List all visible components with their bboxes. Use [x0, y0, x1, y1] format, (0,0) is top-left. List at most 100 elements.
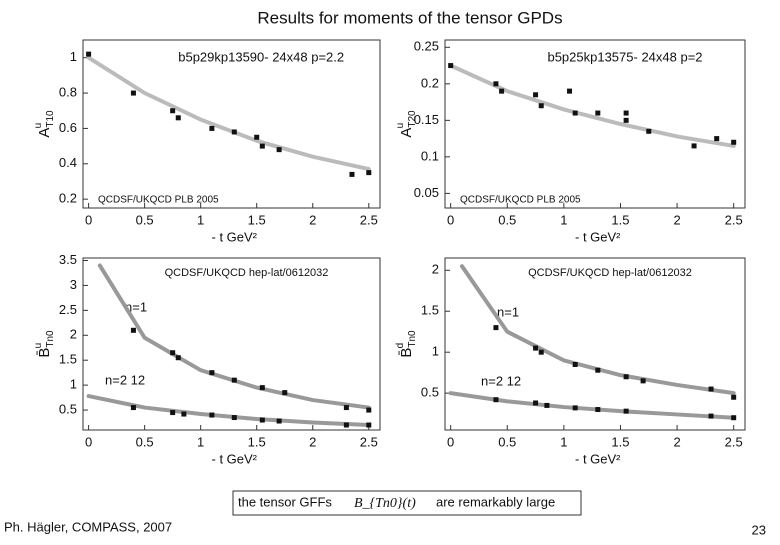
- data-point: [276, 418, 282, 424]
- plot-frame: [444, 39, 746, 209]
- note-math: B_{Tn0}(t): [354, 496, 416, 511]
- data-point: [259, 417, 265, 423]
- data-point: [231, 377, 237, 383]
- x-tick-label: 2.5: [360, 434, 378, 449]
- x-axis-label: - t GeV²: [575, 229, 621, 244]
- slide-title: Results for moments of the tensor GPDs: [257, 8, 562, 27]
- y-tick-label: 3: [70, 277, 77, 292]
- data-point: [714, 136, 720, 142]
- data-point: [175, 355, 181, 361]
- fit-curve: [86, 55, 371, 172]
- source-note: QCDSF/UKQCD PLB 2005: [98, 195, 219, 206]
- data-point: [209, 370, 215, 376]
- note-text: are remarkably large: [436, 494, 555, 509]
- data-point: [209, 125, 215, 131]
- data-point: [572, 405, 578, 411]
- chart-title: QCDSF/UKQCD hep-lat/0612032: [165, 267, 329, 279]
- data-point: [731, 415, 737, 421]
- data-point: [170, 350, 176, 356]
- data-point: [259, 385, 265, 391]
- y-tick-label: 1.5: [421, 303, 439, 318]
- data-point: [499, 88, 505, 94]
- y-tick-label: 0.8: [59, 84, 77, 99]
- y-axis-label-part: u: [33, 123, 44, 129]
- fit-curve: [448, 63, 736, 148]
- y-tick-label: 2: [70, 327, 77, 342]
- data-point: [343, 405, 349, 411]
- data-point: [731, 394, 737, 400]
- data-point: [623, 110, 629, 116]
- data-point: [623, 117, 629, 123]
- y-axis-label-part: Tn0: [407, 330, 418, 348]
- y-axis-label-part: A: [398, 128, 415, 138]
- data-point: [254, 134, 260, 140]
- data-point: [349, 171, 355, 177]
- data-point: [170, 410, 176, 416]
- data-point: [538, 349, 544, 355]
- x-tick-label: 0: [85, 434, 92, 449]
- y-axis-label-part: T10: [45, 110, 56, 128]
- data-point: [175, 115, 181, 121]
- data-point: [595, 110, 601, 116]
- annotation: n=1: [125, 299, 147, 314]
- x-tick-label: 0.5: [136, 434, 154, 449]
- chart-title: QCDSF/UKQCD hep-lat/0612032: [528, 267, 692, 279]
- data-point: [708, 386, 714, 392]
- note-box: [232, 490, 582, 516]
- page-number: 23: [752, 522, 766, 537]
- footer: Ph. Hägler, COMPASS, 2007: [4, 519, 172, 534]
- data-point: [170, 108, 176, 114]
- data-point: [708, 413, 714, 419]
- y-tick-label: 3.5: [59, 252, 77, 267]
- data-point: [276, 147, 282, 153]
- y-axis-label-part: A: [36, 128, 53, 138]
- y-tick-label: 0.2: [59, 191, 77, 206]
- data-point: [259, 143, 265, 149]
- data-point: [731, 139, 737, 145]
- data-point: [623, 374, 629, 380]
- x-tick-label: 2.5: [725, 434, 743, 449]
- data-point: [595, 407, 601, 413]
- data-point: [231, 415, 237, 421]
- x-tick-label: 1: [197, 434, 204, 449]
- plot-frame: [444, 257, 746, 431]
- data-point: [533, 92, 539, 98]
- y-tick-label: 2.5: [59, 302, 77, 317]
- y-tick-label: 0.5: [421, 385, 439, 400]
- data-point: [493, 81, 499, 87]
- fit-curve: [97, 263, 371, 410]
- data-point: [366, 170, 372, 176]
- y-axis-label-part: u: [33, 343, 44, 349]
- y-axis-label-part: d: [395, 343, 406, 349]
- x-tick-label: 2: [673, 434, 680, 449]
- y-axis-label: AT20u: [395, 110, 418, 138]
- data-point: [493, 325, 499, 331]
- annotation: n=1: [497, 304, 519, 319]
- y-tick-label: 0.5: [59, 401, 77, 416]
- data-point: [130, 90, 136, 96]
- x-tick-label: 0.5: [498, 212, 516, 227]
- y-axis-label-part: B̄: [398, 348, 415, 358]
- data-point: [209, 412, 215, 418]
- plot-frame: [82, 39, 381, 209]
- data-point: [533, 345, 539, 351]
- y-axis-label-part: B̄: [36, 348, 53, 358]
- data-point: [343, 422, 349, 428]
- y-tick-label: 1: [70, 377, 77, 392]
- x-tick-label: 1.5: [248, 434, 266, 449]
- y-tick-label: 0.15: [414, 112, 439, 127]
- data-point: [86, 51, 92, 57]
- data-point: [538, 103, 544, 109]
- data-point: [366, 422, 372, 428]
- y-tick-label: 1: [432, 344, 439, 359]
- y-axis-label-part: Tn0: [45, 330, 56, 348]
- y-axis-label: AT10u: [33, 110, 56, 138]
- data-point: [572, 361, 578, 367]
- y-axis-label: B̄Tn0d: [395, 330, 418, 358]
- y-tick-label: 1: [70, 49, 77, 64]
- data-point: [181, 411, 187, 417]
- x-axis-label: - t GeV²: [575, 451, 621, 466]
- data-point: [231, 129, 237, 135]
- x-tick-label: 2: [309, 212, 316, 227]
